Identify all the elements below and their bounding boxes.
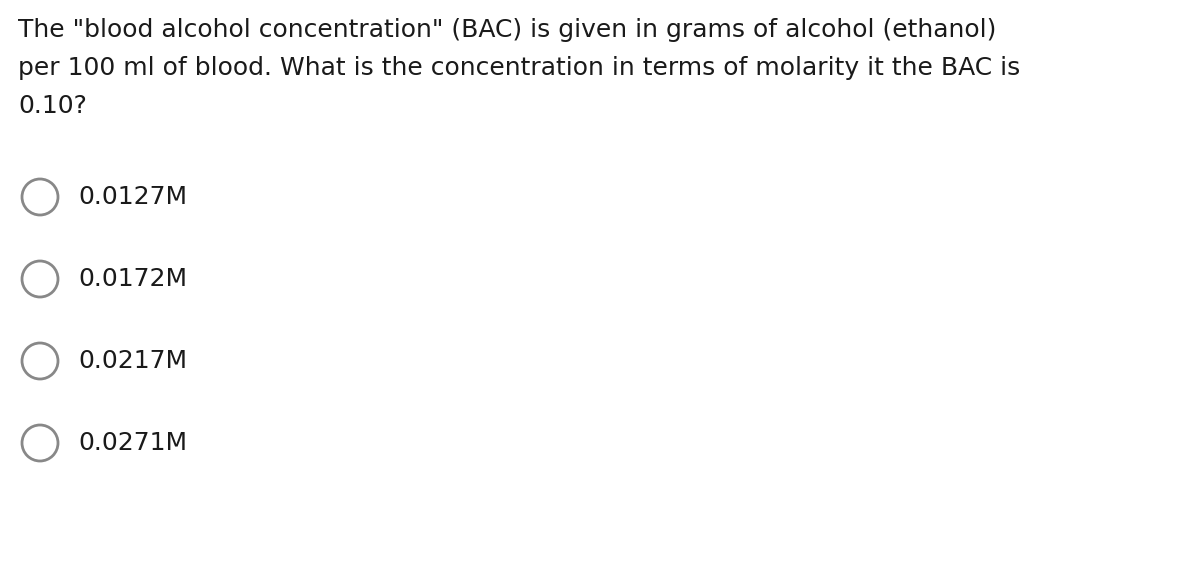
Text: The "blood alcohol concentration" (BAC) is given in grams of alcohol (ethanol): The "blood alcohol concentration" (BAC) … bbox=[18, 18, 996, 42]
Text: 0.0217M: 0.0217M bbox=[78, 349, 187, 373]
Text: 0.10?: 0.10? bbox=[18, 94, 86, 118]
Text: 0.0127M: 0.0127M bbox=[78, 185, 187, 209]
Text: 0.0172M: 0.0172M bbox=[78, 267, 187, 291]
Text: 0.0271M: 0.0271M bbox=[78, 431, 187, 455]
Text: per 100 ml of blood. What is the concentration in terms of molarity it the BAC i: per 100 ml of blood. What is the concent… bbox=[18, 56, 1020, 80]
